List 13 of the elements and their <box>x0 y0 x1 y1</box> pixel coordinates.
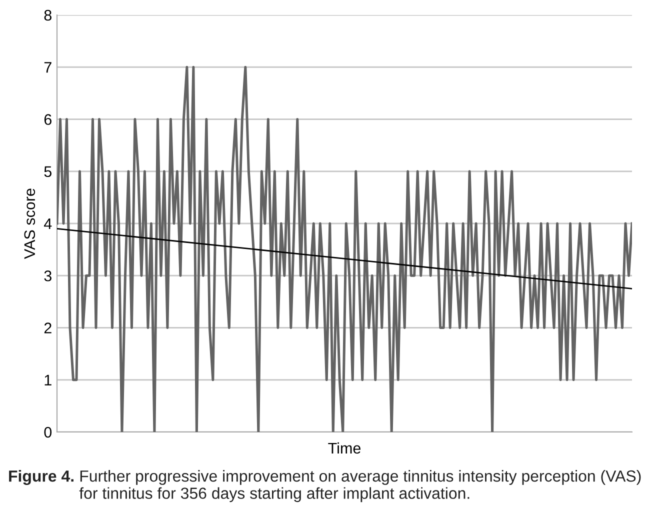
y-tick-label: 5 <box>44 166 52 178</box>
y-tick-label: 4 <box>44 218 52 230</box>
y-tick-label: 2 <box>44 322 52 334</box>
y-tick-label: 1 <box>44 374 52 386</box>
y-tick-label: 7 <box>44 62 52 73</box>
y-tick-label: 3 <box>44 270 52 282</box>
y-axis-title: VAS score <box>24 188 36 259</box>
y-tick-label: 0 <box>44 426 52 438</box>
text: Further progressive improvement on average tinnitus intensity perception (VAS) for tinnitus for 356 days starting after implant activation. <box>79 470 641 502</box>
x-axis-title: Time <box>328 442 361 454</box>
y-tick-label: 6 <box>44 114 52 125</box>
caption: Figure 4. <box>9 470 74 485</box>
y-tick-label: 8 <box>44 10 52 21</box>
